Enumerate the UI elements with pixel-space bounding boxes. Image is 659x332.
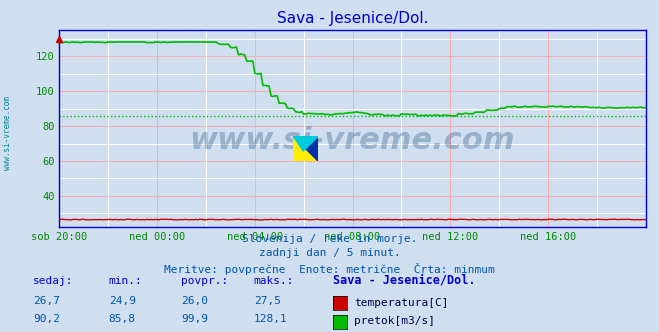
Title: Sava - Jesenice/Dol.: Sava - Jesenice/Dol. bbox=[277, 11, 428, 26]
Text: sedaj:: sedaj: bbox=[33, 276, 73, 286]
Text: www.si-vreme.com: www.si-vreme.com bbox=[3, 96, 13, 170]
Text: temperatura[C]: temperatura[C] bbox=[354, 298, 448, 308]
Text: 24,9: 24,9 bbox=[109, 296, 136, 306]
Text: zadnji dan / 5 minut.: zadnji dan / 5 minut. bbox=[258, 248, 401, 258]
Text: Slovenija / reke in morje.: Slovenija / reke in morje. bbox=[242, 234, 417, 244]
Text: 27,5: 27,5 bbox=[254, 296, 281, 306]
Polygon shape bbox=[293, 136, 318, 151]
Text: Sava - Jesenice/Dol.: Sava - Jesenice/Dol. bbox=[333, 274, 475, 287]
Text: 99,9: 99,9 bbox=[181, 314, 208, 324]
Text: povpr.:: povpr.: bbox=[181, 276, 229, 286]
Text: www.si-vreme.com: www.si-vreme.com bbox=[190, 126, 515, 155]
Text: min.:: min.: bbox=[109, 276, 142, 286]
Text: pretok[m3/s]: pretok[m3/s] bbox=[354, 316, 435, 326]
Text: 26,7: 26,7 bbox=[33, 296, 60, 306]
Text: 26,0: 26,0 bbox=[181, 296, 208, 306]
Text: 85,8: 85,8 bbox=[109, 314, 136, 324]
Text: maks.:: maks.: bbox=[254, 276, 294, 286]
Text: 128,1: 128,1 bbox=[254, 314, 287, 324]
Text: 90,2: 90,2 bbox=[33, 314, 60, 324]
Text: Meritve: povprečne  Enote: metrične  Črta: minmum: Meritve: povprečne Enote: metrične Črta:… bbox=[164, 263, 495, 275]
Polygon shape bbox=[293, 136, 318, 161]
